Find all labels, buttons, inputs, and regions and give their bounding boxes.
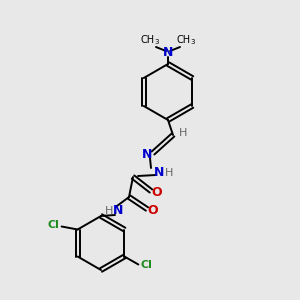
Text: CH: CH [141,35,155,45]
Text: H: H [165,168,173,178]
Text: H: H [179,128,187,138]
Text: N: N [113,205,123,218]
Text: O: O [148,205,158,218]
Text: Cl: Cl [48,220,60,230]
Text: O: O [152,187,162,200]
Text: 3: 3 [155,39,159,45]
Text: N: N [163,46,173,59]
Text: H: H [105,206,113,216]
Text: N: N [154,167,164,179]
Text: N: N [142,148,152,160]
Text: Cl: Cl [140,260,152,271]
Text: CH: CH [177,35,191,45]
Text: 3: 3 [191,39,195,45]
